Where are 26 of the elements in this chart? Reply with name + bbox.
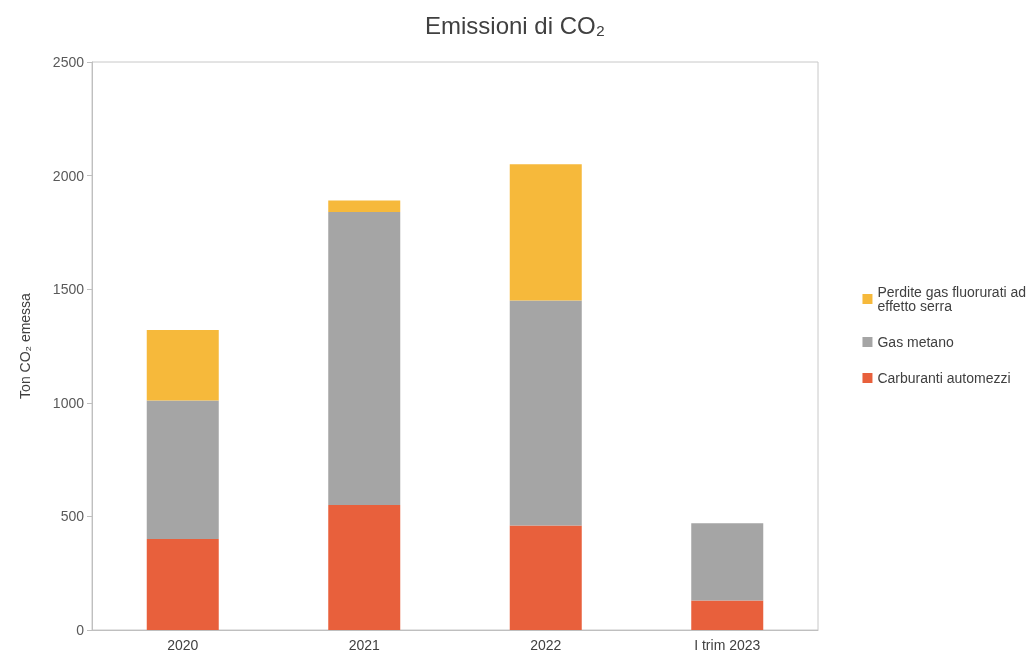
bar [146, 330, 219, 401]
y-tick-label: 2000 [52, 167, 85, 184]
legend-label: Carburanti automezzi [877, 370, 1011, 386]
bar [509, 525, 582, 630]
y-tick-label: 1500 [52, 281, 85, 298]
bar [328, 505, 401, 630]
y-tick-label: 2500 [52, 54, 85, 70]
bar [328, 200, 401, 212]
bar [509, 300, 582, 526]
x-tick-label: I trim 2023 [694, 637, 761, 653]
bar [509, 164, 582, 301]
bar [146, 539, 219, 630]
y-tick-label: 0 [76, 622, 85, 638]
chart-title: Emissioni di CO₂ [425, 11, 606, 39]
y-axis-title: Ton CO₂ emessa [17, 292, 33, 399]
x-tick-label: 2020 [167, 637, 199, 653]
bar [146, 400, 219, 540]
bar [691, 600, 764, 630]
y-tick-label: 500 [60, 508, 85, 525]
y-tick-label: 1000 [52, 394, 85, 411]
legend-label: Gas metano [877, 334, 954, 350]
x-tick-label: 2021 [348, 637, 381, 653]
x-tick-label: 2022 [530, 637, 562, 653]
bar [691, 523, 764, 601]
legend-label: Perdite gas fluorurati ad effetto serra [877, 284, 1030, 314]
bar [328, 211, 401, 506]
